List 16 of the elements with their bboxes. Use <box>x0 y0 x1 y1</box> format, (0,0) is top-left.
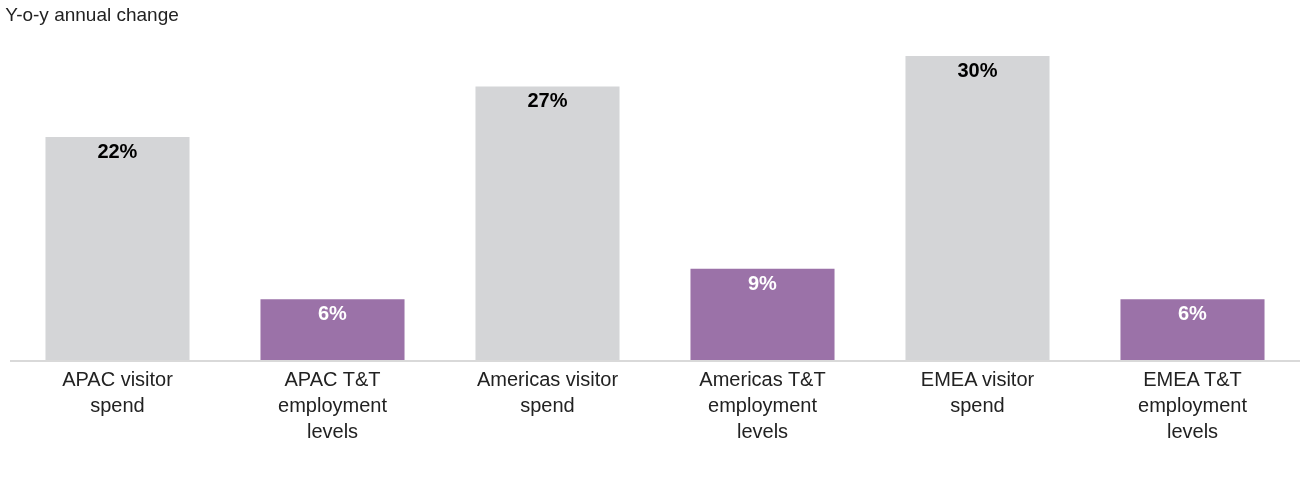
data-label: 22% <box>97 140 138 163</box>
data-label: 27% <box>527 89 568 112</box>
bar <box>260 299 405 360</box>
data-label: 30% <box>957 59 998 81</box>
data-label: 9% <box>747 271 778 294</box>
x-tick-label: EMEA visitor spend <box>920 368 1035 416</box>
data-label: 6% <box>1177 302 1208 325</box>
x-tick-label: EMEA T&T employment levels <box>1138 368 1248 442</box>
x-tick-label: Americas T&T employment levels <box>699 368 826 442</box>
chart-title: Y-o-y annual change <box>5 3 179 25</box>
bar <box>1120 299 1265 360</box>
data-label: 6% <box>317 302 348 325</box>
x-tick-label: Americas visitor spend <box>476 368 619 416</box>
bar <box>690 268 835 360</box>
x-tick-label: APAC T&T employment levels <box>278 368 388 442</box>
x-tick-label: APAC visitor spend <box>62 368 174 416</box>
